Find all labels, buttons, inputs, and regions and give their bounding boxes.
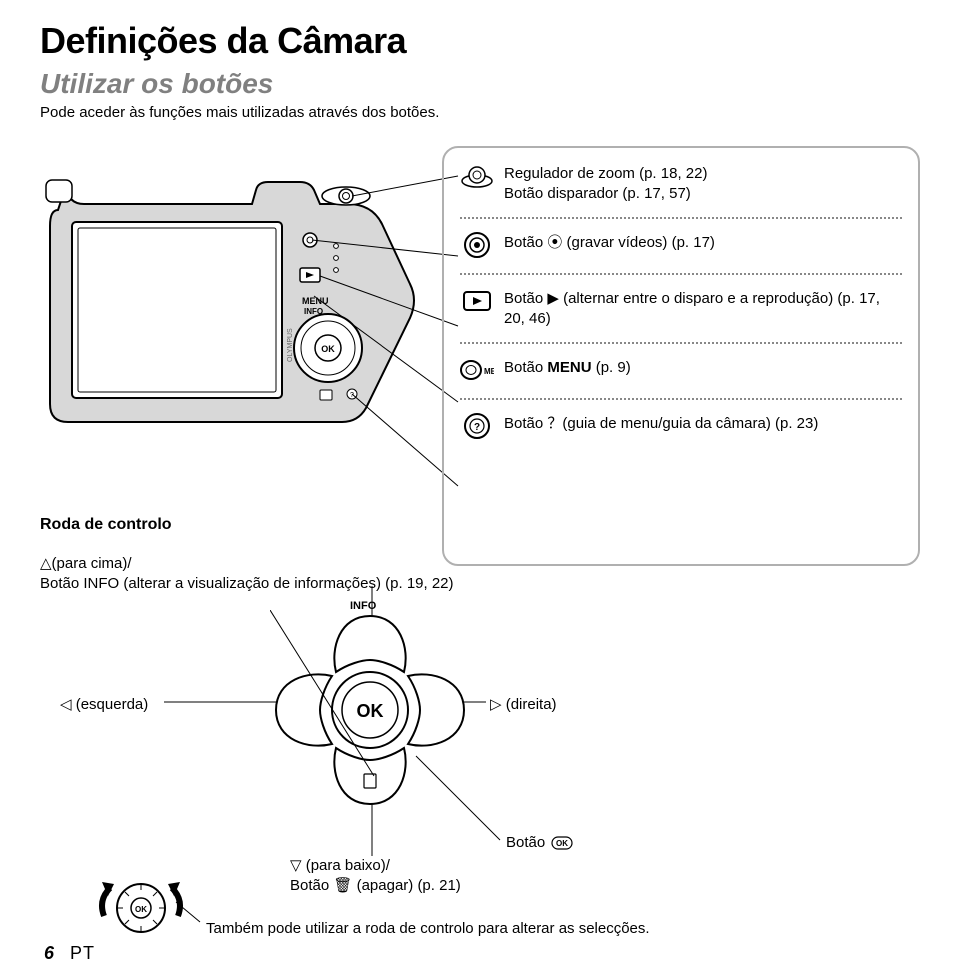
divider (460, 217, 902, 219)
control-pad-diagram: OK (270, 610, 470, 810)
page-title: Definições da Câmara (40, 20, 920, 62)
callout-zoom: Regulador de zoom (p. 18, 22) Botão disp… (460, 162, 902, 203)
divider (460, 342, 902, 344)
bottom-note: Também pode utilizar a roda de controlo … (206, 920, 650, 937)
pad-down-label: ▽ (para baixo)/ Botão 🗑 (apagar) (p. 21) (290, 856, 461, 895)
svg-text:OK: OK (321, 344, 335, 354)
control-wheel-up-info: △(para cima)/ Botão INFO (alterar a visu… (40, 554, 460, 593)
page-number: 6 (44, 943, 54, 964)
callout-panel: Regulador de zoom (p. 18, 22) Botão disp… (442, 146, 920, 566)
play-button-icon (460, 287, 494, 315)
ok-glyph-icon: OK (551, 836, 573, 850)
camera-back-illustration: MENU INFO OK ? OLYMPUS (42, 176, 422, 436)
rotation-wheel-icon: OK (96, 870, 186, 940)
intro-text: Pode aceder às funções mais utilizadas a… (40, 104, 920, 121)
svg-text:MENU: MENU (484, 367, 494, 376)
page-lang: PT (70, 943, 95, 964)
divider (460, 273, 902, 275)
svg-text:OK: OK (357, 701, 384, 721)
menu-word: MENU (547, 359, 591, 376)
callout-menu: MENU Botão MENU (p. 9) (460, 356, 902, 384)
record-button-icon (460, 231, 494, 259)
svg-text:OK: OK (556, 839, 568, 848)
zoom-shutter-icon (460, 162, 494, 190)
svg-text:?: ? (474, 422, 480, 433)
control-wheel-title: Roda de controlo (40, 516, 460, 534)
manual-page: Definições da Câmara Utilizar os botões … (0, 0, 960, 978)
callout-play-text: Botão ▶ (alternar entre o disparo e a re… (504, 287, 902, 328)
svg-text:OLYMPUS: OLYMPUS (287, 328, 294, 362)
callout-menu-text: Botão MENU (p. 9) (504, 356, 902, 378)
callout-record-text: Botão ⦿ (gravar vídeos) (p. 17) (504, 231, 902, 253)
control-wheel-section: Roda de controlo △(para cima)/ Botão INF… (40, 516, 460, 593)
pad-left-label: ◁ (esquerda) (60, 695, 148, 713)
svg-text:MENU: MENU (302, 296, 329, 306)
help-button-icon: ? (460, 412, 494, 440)
ok-button-label: Botão OK (506, 834, 573, 851)
svg-text:?: ? (350, 392, 354, 399)
callout-record: Botão ⦿ (gravar vídeos) (p. 17) (460, 231, 902, 259)
menu-prefix: Botão (504, 359, 547, 376)
ok-button-prefix: Botão (506, 834, 545, 851)
pad-right-label: ▷ (direita) (490, 695, 557, 713)
callout-play: Botão ▶ (alternar entre o disparo e a re… (460, 287, 902, 328)
callout-zoom-text: Regulador de zoom (p. 18, 22) Botão disp… (504, 162, 902, 203)
callout-help-text: Botão ？(guia de menu/guia da câmara) (p.… (504, 412, 902, 434)
callout-help: ? Botão ？(guia de menu/guia da câmara) (… (460, 412, 902, 440)
svg-text:OK: OK (135, 905, 147, 914)
menu-suffix: (p. 9) (592, 359, 631, 376)
page-subtitle: Utilizar os botões (40, 68, 920, 100)
divider (460, 398, 902, 400)
menu-button-icon: MENU (460, 356, 494, 384)
page-footer: 6 PT (44, 943, 95, 964)
